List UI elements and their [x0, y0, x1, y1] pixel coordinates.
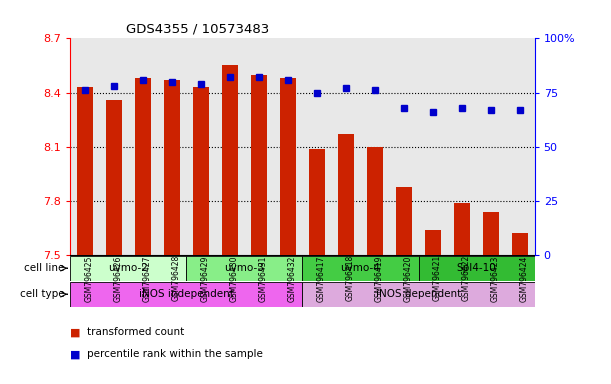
Bar: [106, 100, 122, 255]
Text: transformed count: transformed count: [87, 327, 185, 337]
FancyBboxPatch shape: [302, 282, 535, 307]
Text: percentile rank within the sample: percentile rank within the sample: [87, 349, 263, 359]
Text: GSM796427: GSM796427: [143, 255, 152, 301]
Text: GSM796419: GSM796419: [375, 255, 384, 301]
Bar: [396, 187, 412, 255]
Bar: [425, 230, 441, 255]
Text: uvmo-3: uvmo-3: [224, 263, 265, 273]
Text: iNOS dependent: iNOS dependent: [376, 289, 461, 299]
Bar: [164, 80, 180, 255]
Text: GSM796418: GSM796418: [346, 255, 355, 301]
Bar: [193, 87, 209, 255]
Text: GSM796420: GSM796420: [404, 255, 413, 301]
Text: ■: ■: [70, 349, 81, 359]
Bar: [483, 212, 499, 255]
Bar: [454, 203, 470, 255]
Bar: [222, 66, 238, 255]
FancyBboxPatch shape: [70, 282, 302, 307]
Text: GSM796422: GSM796422: [462, 255, 471, 301]
Text: GSM796421: GSM796421: [433, 255, 442, 301]
Text: cell line: cell line: [24, 263, 65, 273]
Text: GSM796431: GSM796431: [259, 255, 268, 301]
Bar: [367, 147, 383, 255]
Bar: [77, 87, 93, 255]
Text: GDS4355 / 10573483: GDS4355 / 10573483: [126, 23, 269, 36]
Text: GSM796423: GSM796423: [491, 255, 500, 301]
Bar: [135, 78, 151, 255]
Text: uvmo-4: uvmo-4: [340, 263, 381, 273]
Text: iNOS independent: iNOS independent: [139, 289, 234, 299]
Text: GSM796417: GSM796417: [317, 255, 326, 301]
Bar: [251, 74, 267, 255]
FancyBboxPatch shape: [186, 256, 302, 281]
Text: Spl4-10: Spl4-10: [456, 263, 497, 273]
FancyBboxPatch shape: [302, 256, 419, 281]
Text: GSM796426: GSM796426: [114, 255, 123, 301]
Text: GSM796429: GSM796429: [201, 255, 210, 301]
Text: GSM796432: GSM796432: [288, 255, 297, 301]
Bar: [512, 233, 528, 255]
Text: GSM796425: GSM796425: [85, 255, 93, 301]
Bar: [280, 78, 296, 255]
Text: ■: ■: [70, 327, 81, 337]
Bar: [309, 149, 325, 255]
Text: GSM796430: GSM796430: [230, 255, 239, 302]
Text: GSM796428: GSM796428: [172, 255, 181, 301]
FancyBboxPatch shape: [419, 256, 535, 281]
Text: cell type: cell type: [20, 289, 65, 299]
FancyBboxPatch shape: [70, 256, 186, 281]
Text: GSM796424: GSM796424: [520, 255, 529, 301]
Bar: [338, 134, 354, 255]
Text: uvmo-2: uvmo-2: [108, 263, 148, 273]
